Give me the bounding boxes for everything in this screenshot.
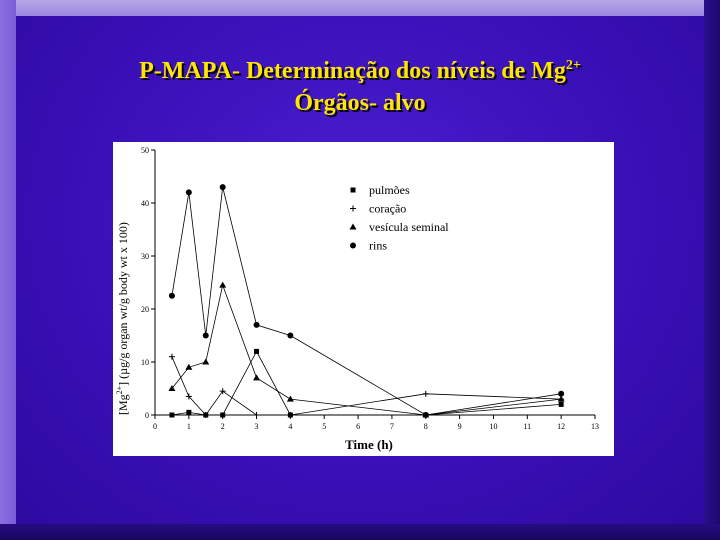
legend: pulmões coração vesícula seminal rins (349, 183, 449, 253)
y-axis-label-suffix: ] (µg/g organ wt/g body wt x 100) (116, 222, 130, 386)
title-line1-superscript: 2+ (565, 58, 581, 73)
data-point-series-0 (220, 412, 226, 418)
title-line1-text: P-MAPA- Determinação dos níveis de Mg (139, 58, 566, 84)
y-axis-label: [Mg2+] (µg/g organ wt/g body wt x 100) (115, 222, 130, 415)
data-point-series-2 (185, 363, 193, 370)
x-tick-label: 12 (557, 422, 565, 431)
slide-bevel-left (0, 0, 16, 540)
data-point-series-1 (422, 390, 429, 397)
data-point-series-3 (185, 189, 192, 196)
x-tick-label: 0 (153, 422, 157, 431)
x-tick-label: 7 (390, 422, 394, 431)
series-line-1 (171, 356, 562, 416)
series-line-3 (171, 187, 562, 416)
x-tick-label: 3 (255, 422, 259, 431)
data-point-series-2 (253, 374, 261, 381)
x-tick-label: 9 (458, 422, 462, 431)
x-tick-label: 1 (187, 422, 191, 431)
data-point-series-1 (202, 412, 209, 418)
series-line-2 (171, 283, 562, 416)
x-tick-label: 11 (523, 422, 531, 431)
data-point-series-0 (558, 401, 564, 407)
legend-label-1: coração (369, 202, 406, 216)
legend-marker-1 (350, 205, 356, 212)
data-point-series-3 (558, 390, 565, 397)
y-tick-label: 0 (145, 411, 149, 420)
legend-marker-3 (350, 242, 356, 249)
series-markers-layer (168, 184, 565, 418)
data-point-series-3 (168, 292, 175, 299)
chart-panel: 0 1 2 3 4 5 6 7 8 9 10 11 12 13 0 10 20 30 40 50 pulmões cor… (113, 142, 614, 456)
data-point-series-2 (219, 281, 227, 288)
data-point-series-1 (287, 412, 294, 418)
y-tick-label: 50 (141, 146, 149, 155)
legend-label-2: vesícula seminal (369, 220, 449, 234)
x-tick-label: 2 (221, 422, 225, 431)
data-point-series-2 (202, 358, 210, 365)
slide-title: P-MAPA- Determinação dos níveis de Mg2+ … (0, 50, 720, 119)
y-axis-label-prefix: [Mg (116, 394, 130, 415)
x-axis-label: Time (h) (345, 437, 393, 452)
data-point-series-0 (254, 348, 260, 354)
data-point-series-0 (186, 409, 192, 415)
x-tick-label: 8 (424, 422, 428, 431)
data-point-series-1 (253, 412, 260, 418)
y-tick-label: 20 (141, 305, 149, 314)
data-point-series-1 (219, 388, 226, 395)
x-tick-label: 6 (356, 422, 360, 431)
data-point-series-3 (287, 332, 294, 339)
y-tick-label: 10 (141, 358, 149, 367)
data-point-series-2 (557, 395, 565, 402)
y-axis-label-superscript: 2+ (115, 385, 124, 394)
series-line-0 (171, 350, 562, 416)
data-point-series-2 (286, 395, 294, 402)
data-point-series-3 (422, 412, 429, 418)
y-tick-label: 40 (141, 199, 149, 208)
x-tick-label: 13 (591, 422, 599, 431)
data-point-series-1 (168, 353, 175, 360)
legend-marker-2 (349, 223, 357, 230)
data-point-series-3 (219, 184, 226, 191)
slide-bevel-top (0, 0, 720, 16)
legend-label-3: rins (369, 239, 387, 253)
slide-bevel-right (704, 0, 720, 540)
series-lines-layer (171, 187, 562, 416)
slide-title-line1: P-MAPA- Determinação dos níveis de Mg2+ (0, 50, 720, 87)
data-point-series-3 (253, 321, 260, 328)
x-tick-label: 4 (288, 422, 292, 431)
y-tick-label: 30 (141, 252, 149, 261)
legend-marker-0 (350, 187, 356, 193)
x-tick-label: 5 (322, 422, 326, 431)
data-point-series-1 (185, 393, 192, 400)
data-point-series-3 (202, 332, 209, 339)
legend-label-0: pulmões (369, 183, 410, 197)
data-point-series-0 (169, 412, 175, 418)
data-point-series-2 (168, 385, 176, 391)
slide-bevel-bottom (0, 524, 720, 540)
x-tick-label: 10 (489, 422, 497, 431)
slide-title-line2: Órgãos- alvo (294, 90, 426, 116)
